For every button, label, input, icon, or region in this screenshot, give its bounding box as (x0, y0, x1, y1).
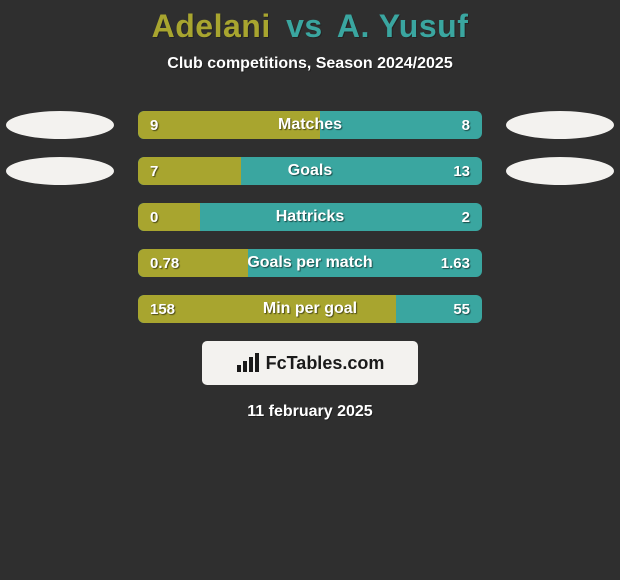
team-logo-right (506, 157, 614, 185)
player2-name: A. Yusuf (337, 8, 468, 44)
stat-bar-fill-left (138, 203, 200, 231)
stat-value-right: 13 (441, 157, 482, 185)
team-logo-right (506, 111, 614, 139)
stat-bar-fill-left (138, 157, 241, 185)
player1-name: Adelani (152, 8, 271, 44)
comparison-infographic: Adelani vs A. Yusuf Club competitions, S… (0, 0, 620, 580)
stat-bar-fill-left (138, 249, 248, 277)
stat-row: 713Goals (0, 157, 620, 185)
date-line: 11 february 2025 (0, 403, 620, 421)
stat-bar-track: 0.781.63Goals per match (138, 249, 482, 277)
stat-value-right: 8 (450, 111, 482, 139)
stat-row: 15855Min per goal (0, 295, 620, 323)
stat-row: 02Hattricks (0, 203, 620, 231)
team-logo-left (6, 111, 114, 139)
source-badge-text: FcTables.com (266, 353, 385, 374)
stat-row: 98Matches (0, 111, 620, 139)
stat-bar-track: 02Hattricks (138, 203, 482, 231)
team-logo-left (6, 157, 114, 185)
stat-bar-fill-left (138, 111, 320, 139)
stat-bar-track: 98Matches (138, 111, 482, 139)
stat-bar-track: 15855Min per goal (138, 295, 482, 323)
stat-value-right: 2 (450, 203, 482, 231)
stat-value-right: 55 (441, 295, 482, 323)
page-title: Adelani vs A. Yusuf (0, 0, 620, 45)
vs-separator: vs (286, 8, 323, 44)
stat-value-right: 1.63 (429, 249, 482, 277)
stat-bars: 98Matches 713Goals 02Hattricks 0.781.63Goal… (0, 111, 620, 323)
subtitle: Club competitions, Season 2024/2025 (0, 55, 620, 73)
stat-row: 0.781.63Goals per match (0, 249, 620, 277)
source-badge: FcTables.com (202, 341, 418, 385)
stat-bar-track: 713Goals (138, 157, 482, 185)
stat-bar-fill-left (138, 295, 396, 323)
bar-chart-icon (236, 353, 260, 373)
